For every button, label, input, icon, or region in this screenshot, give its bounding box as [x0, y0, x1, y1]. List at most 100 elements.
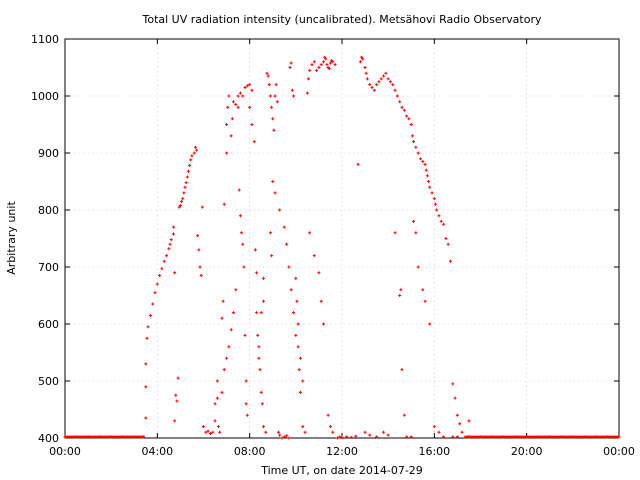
data-point	[278, 208, 282, 212]
data-point	[241, 94, 245, 98]
data-point	[418, 157, 422, 161]
data-point	[242, 265, 246, 269]
data-points	[63, 55, 621, 440]
data-point	[437, 430, 441, 434]
data-point	[375, 83, 379, 87]
data-point	[213, 419, 217, 423]
data-point	[305, 91, 309, 95]
data-point	[258, 368, 262, 372]
data-point	[160, 267, 164, 271]
data-point	[398, 294, 402, 297]
y-tick-label: 600	[38, 318, 59, 331]
data-point	[206, 429, 210, 433]
data-point	[398, 100, 402, 104]
data-point	[451, 382, 455, 386]
data-point	[259, 311, 263, 315]
data-point	[188, 164, 192, 168]
data-point	[414, 231, 418, 235]
data-point	[204, 430, 208, 434]
data-point	[197, 248, 201, 252]
data-point	[250, 123, 254, 126]
data-point	[271, 180, 275, 183]
x-tick-label: 00:00	[603, 445, 635, 458]
data-point	[317, 271, 321, 275]
data-point	[171, 232, 175, 236]
data-point	[423, 162, 427, 166]
data-point	[221, 299, 225, 303]
data-point	[177, 205, 181, 209]
data-point	[296, 345, 300, 349]
data-point	[244, 379, 248, 383]
data-point	[292, 94, 296, 98]
data-point	[289, 61, 293, 65]
data-point	[363, 66, 367, 69]
data-point	[288, 66, 292, 69]
data-point	[180, 199, 184, 203]
data-point	[382, 74, 386, 78]
data-point	[460, 430, 464, 434]
data-point	[448, 259, 452, 263]
data-point	[144, 416, 148, 420]
data-point	[467, 419, 471, 423]
data-point	[400, 368, 404, 372]
data-point	[297, 368, 301, 372]
data-point	[167, 247, 171, 251]
data-point	[428, 322, 432, 326]
data-point	[234, 288, 238, 292]
data-point	[183, 185, 187, 189]
data-point	[245, 84, 249, 88]
data-point	[428, 185, 432, 189]
data-point	[319, 299, 323, 303]
data-point	[222, 202, 226, 206]
data-point	[287, 436, 291, 440]
data-point	[199, 274, 203, 278]
data-point	[225, 151, 229, 155]
data-point	[182, 191, 186, 195]
data-point	[322, 60, 326, 64]
data-point	[193, 145, 197, 149]
data-point	[271, 117, 275, 121]
data-point	[162, 259, 166, 263]
data-point	[308, 231, 312, 235]
data-point	[370, 85, 374, 89]
data-point	[379, 77, 383, 81]
data-point	[301, 425, 305, 429]
data-point	[453, 396, 457, 400]
data-point	[267, 83, 271, 87]
data-point	[444, 237, 448, 240]
data-point	[262, 299, 266, 303]
data-point	[250, 88, 254, 92]
data-point	[266, 74, 270, 78]
data-point	[287, 265, 291, 269]
data-point	[215, 379, 219, 383]
data-point	[365, 77, 369, 81]
data-point	[217, 425, 221, 429]
data-point	[412, 140, 416, 144]
data-point	[345, 435, 349, 439]
data-point	[178, 203, 182, 207]
data-point	[175, 399, 179, 403]
data-point	[437, 214, 441, 218]
data-point	[315, 68, 319, 72]
data-point	[294, 333, 298, 337]
data-point	[229, 328, 233, 332]
data-point	[412, 219, 416, 223]
data-point	[213, 402, 217, 406]
data-point	[245, 413, 249, 417]
data-point	[327, 67, 331, 71]
data-point	[148, 313, 152, 317]
x-tick-label: 16:00	[418, 445, 450, 458]
data-point	[375, 435, 379, 439]
data-point	[372, 88, 376, 92]
data-point	[173, 271, 177, 275]
data-point	[368, 433, 372, 437]
y-tick-label: 500	[38, 375, 59, 388]
data-point	[290, 88, 294, 92]
data-point	[248, 83, 252, 87]
data-point	[181, 197, 185, 201]
data-point	[354, 434, 358, 438]
data-point	[275, 100, 279, 104]
data-point	[227, 345, 231, 349]
data-point	[298, 356, 302, 360]
data-point	[195, 148, 199, 152]
